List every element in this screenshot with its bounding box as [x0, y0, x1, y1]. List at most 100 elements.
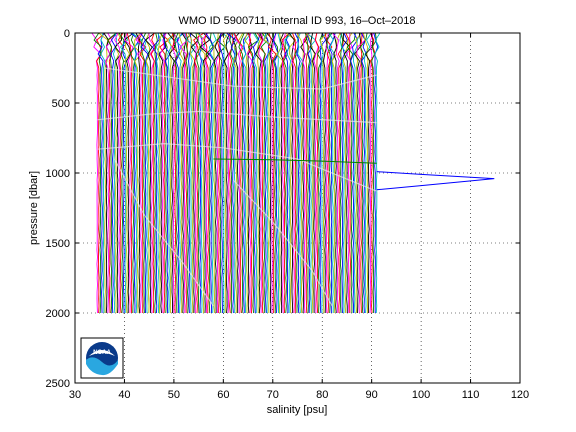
- x-tick-label-7: 100: [412, 389, 430, 401]
- profile-line-15: [117, 33, 125, 314]
- profile-line-47: [166, 33, 176, 314]
- chart-title: WMO ID 5900711, internal ID 993, 16–Oct–…: [178, 15, 415, 27]
- x-tick-label-8: 110: [462, 389, 480, 401]
- profile-line-2: [93, 33, 103, 314]
- profile-line-6: [103, 33, 111, 314]
- profile-line-96: [244, 33, 251, 314]
- profile-line-21: [123, 33, 134, 314]
- profile-line-23: [129, 33, 136, 314]
- profile-line-119: [281, 33, 287, 314]
- profile-line-1: [96, 33, 106, 314]
- profile-line-101: [251, 33, 261, 314]
- trace-line-0: [97, 110, 377, 124]
- profile-line-73: [205, 33, 215, 314]
- profile-line-10: [110, 33, 117, 314]
- plot-frame: [74, 32, 521, 384]
- profile-line-82: [223, 33, 229, 314]
- profile-line-41: [158, 33, 167, 314]
- logo-text: NOAA: [93, 350, 111, 356]
- trace-line-4: [232, 179, 333, 307]
- profile-line-66: [198, 33, 203, 314]
- profile-line-75: [213, 33, 219, 314]
- profile-line-130: [296, 33, 304, 314]
- profile-line-131: [296, 33, 304, 314]
- trace-line-3: [114, 158, 214, 307]
- profile-line-165: [352, 33, 361, 314]
- profile-line-85: [229, 33, 234, 314]
- profile-line-61: [187, 33, 196, 314]
- profile-line-69: [199, 33, 211, 314]
- profile-line-44: [160, 33, 168, 314]
- profile-line-125: [288, 33, 295, 314]
- profile-line-110: [263, 33, 274, 314]
- profile-line-67: [197, 33, 206, 314]
- profile-line-160: [342, 33, 351, 314]
- profile-line-133: [302, 33, 311, 314]
- profile-line-153: [333, 33, 338, 314]
- profile-line-52: [175, 33, 183, 314]
- profile-line-36: [150, 33, 156, 314]
- profile-line-147: [325, 33, 329, 314]
- profile-line-51: [174, 33, 179, 314]
- profile-line-79: [216, 33, 226, 314]
- profile-line-146: [323, 33, 331, 314]
- profile-line-27: [135, 33, 141, 314]
- series-lines: [213, 158, 495, 191]
- profile-line-94: [241, 33, 249, 314]
- profile-line-11: [112, 33, 118, 314]
- profile-line-115: [272, 33, 279, 314]
- profile-line-103: [257, 33, 265, 314]
- profile-line-154: [331, 33, 340, 314]
- profile-line-123: [284, 33, 293, 314]
- series-line-1: [213, 158, 377, 164]
- profile-line-78: [216, 33, 226, 314]
- profile-line-62: [189, 33, 200, 314]
- profile-line-139: [310, 33, 317, 314]
- profile-line-111: [266, 33, 274, 314]
- profile-line-77: [215, 33, 224, 314]
- profile-line-0: [91, 33, 102, 314]
- profile-line-142: [317, 33, 324, 314]
- y-tick-label-2: 1000: [46, 168, 70, 180]
- profile-line-140: [313, 33, 319, 314]
- profile-line-3: [97, 33, 105, 314]
- profile-line-19: [124, 33, 131, 314]
- profile-line-159: [342, 33, 353, 314]
- profile-line-143: [319, 33, 327, 314]
- profile-line-112: [270, 33, 276, 314]
- profile-line-49: [171, 33, 180, 314]
- profile-line-113: [268, 33, 277, 314]
- profile-line-74: [208, 33, 217, 314]
- profile-line-176: [369, 33, 376, 314]
- profile-line-83: [223, 33, 231, 314]
- profile-line-116: [277, 33, 282, 314]
- profile-line-76: [213, 33, 222, 314]
- x-tick-label-0: 30: [69, 389, 81, 401]
- profile-line-81: [222, 33, 231, 314]
- profile-line-18: [119, 33, 129, 314]
- profile-line-158: [339, 33, 349, 314]
- profile-line-134: [304, 33, 310, 314]
- x-tick-label-1: 40: [118, 389, 130, 401]
- profile-line-43: [159, 33, 170, 314]
- x-tick-label-9: 120: [511, 389, 529, 401]
- profile-band: [91, 33, 381, 314]
- profile-line-35: [148, 33, 156, 314]
- profile-line-17: [122, 33, 127, 314]
- x-tick-label-2: 50: [168, 389, 180, 401]
- profile-line-106: [256, 33, 266, 314]
- profile-line-100: [247, 33, 260, 314]
- profile-line-48: [167, 33, 176, 313]
- profile-line-173: [362, 33, 369, 314]
- profile-line-29: [137, 33, 147, 314]
- profile-line-99: [247, 33, 255, 314]
- profile-line-177: [371, 33, 377, 314]
- profile-line-107: [260, 33, 269, 314]
- profile-line-127: [291, 33, 297, 314]
- profile-line-88: [232, 33, 239, 314]
- profile-line-162: [345, 33, 352, 314]
- profile-line-33: [145, 33, 151, 314]
- x-axis-ticks: 30 40 50 60 70 80 90 100 110 120: [69, 33, 529, 401]
- profile-line-170: [360, 33, 368, 314]
